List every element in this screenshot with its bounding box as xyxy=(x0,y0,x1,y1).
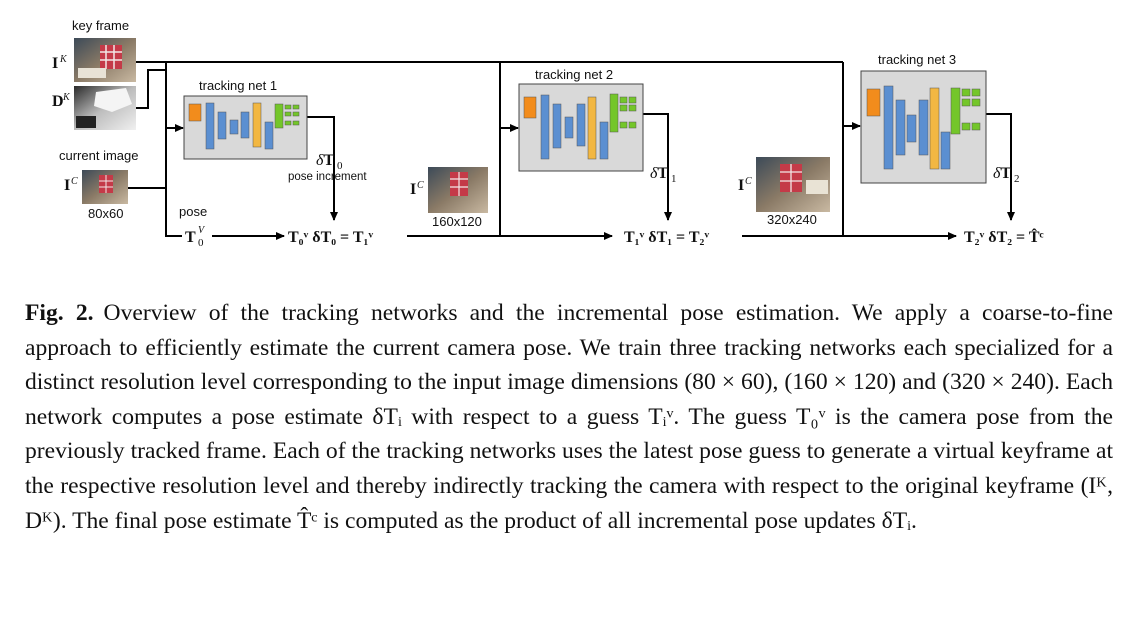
connections xyxy=(128,61,1015,240)
net2-title: tracking net 2 xyxy=(535,67,613,82)
tracking-networks-diagram: key frame I K D K current image I C 80x6… xyxy=(52,18,1044,249)
svg-text:0: 0 xyxy=(198,237,204,249)
res-label-80x60: 80x60 xyxy=(88,206,123,221)
figure-caption-label: Fig. 2. xyxy=(25,300,94,326)
tracking-net-2 xyxy=(518,83,644,172)
dk-input-label: D K xyxy=(52,92,71,110)
ik-input-label: I K xyxy=(52,54,68,72)
tracking-net-1 xyxy=(183,95,308,160)
key-frame-label: key frame xyxy=(72,18,129,33)
pose-equation-3: T₂ᵛ δT₂ = T̂ᶜ xyxy=(964,228,1044,246)
res-label-320x240: 320x240 xyxy=(767,212,817,227)
svg-text:1: 1 xyxy=(671,173,677,185)
res-label-160x120: 160x120 xyxy=(432,214,482,229)
svg-text:K: K xyxy=(62,92,71,103)
delta-t1-label: δT 1 xyxy=(650,165,677,185)
net1-title: tracking net 1 xyxy=(199,78,277,93)
svg-text:C: C xyxy=(71,176,78,187)
svg-text:C: C xyxy=(417,180,424,191)
pose-increment-label: pose increment xyxy=(288,171,367,183)
svg-text:C: C xyxy=(745,176,752,187)
svg-text:T: T xyxy=(185,229,196,246)
svg-text:K: K xyxy=(59,54,68,65)
delta-t0-label: δT 0 xyxy=(316,152,343,172)
ic2-input-label: I C xyxy=(410,180,424,198)
key-depth-image xyxy=(74,86,136,130)
pose-equation-1: T₀ᵛ δT₀ = T₁ᵛ xyxy=(288,229,373,246)
svg-text:δT: δT xyxy=(316,152,334,169)
ic-input-label: I C xyxy=(64,176,78,194)
svg-text:I: I xyxy=(64,177,70,194)
pose-equation-2: T₁ᵛ δT₁ = T₂ᵛ xyxy=(624,229,709,246)
ic3-input-label: I C xyxy=(738,176,752,194)
figure-caption-text: Overview of the tracking networks and th… xyxy=(25,300,1113,534)
svg-text:V: V xyxy=(198,225,206,236)
svg-text:I: I xyxy=(52,55,58,72)
current-image-80x60 xyxy=(82,170,128,204)
figure-caption: Fig. 2. Overview of the tracking networks… xyxy=(25,296,1113,538)
tracking-net-3 xyxy=(860,70,987,184)
svg-text:2: 2 xyxy=(1014,173,1020,185)
current-image-label: current image xyxy=(59,148,138,163)
current-image-320x240 xyxy=(756,157,830,212)
key-frame-image xyxy=(74,38,136,82)
pose-label: pose xyxy=(179,204,207,219)
svg-text:0: 0 xyxy=(337,160,343,172)
net3-title: tracking net 3 xyxy=(878,52,956,67)
svg-text:δT: δT xyxy=(650,165,668,182)
current-image-160x120 xyxy=(428,167,488,213)
svg-text:δT: δT xyxy=(993,165,1011,182)
svg-text:I: I xyxy=(738,177,744,194)
svg-text:I: I xyxy=(410,181,416,198)
pose-t0-label: T 0 V xyxy=(185,225,206,249)
delta-t2-label: δT 2 xyxy=(993,165,1020,185)
svg-text:D: D xyxy=(52,93,64,110)
